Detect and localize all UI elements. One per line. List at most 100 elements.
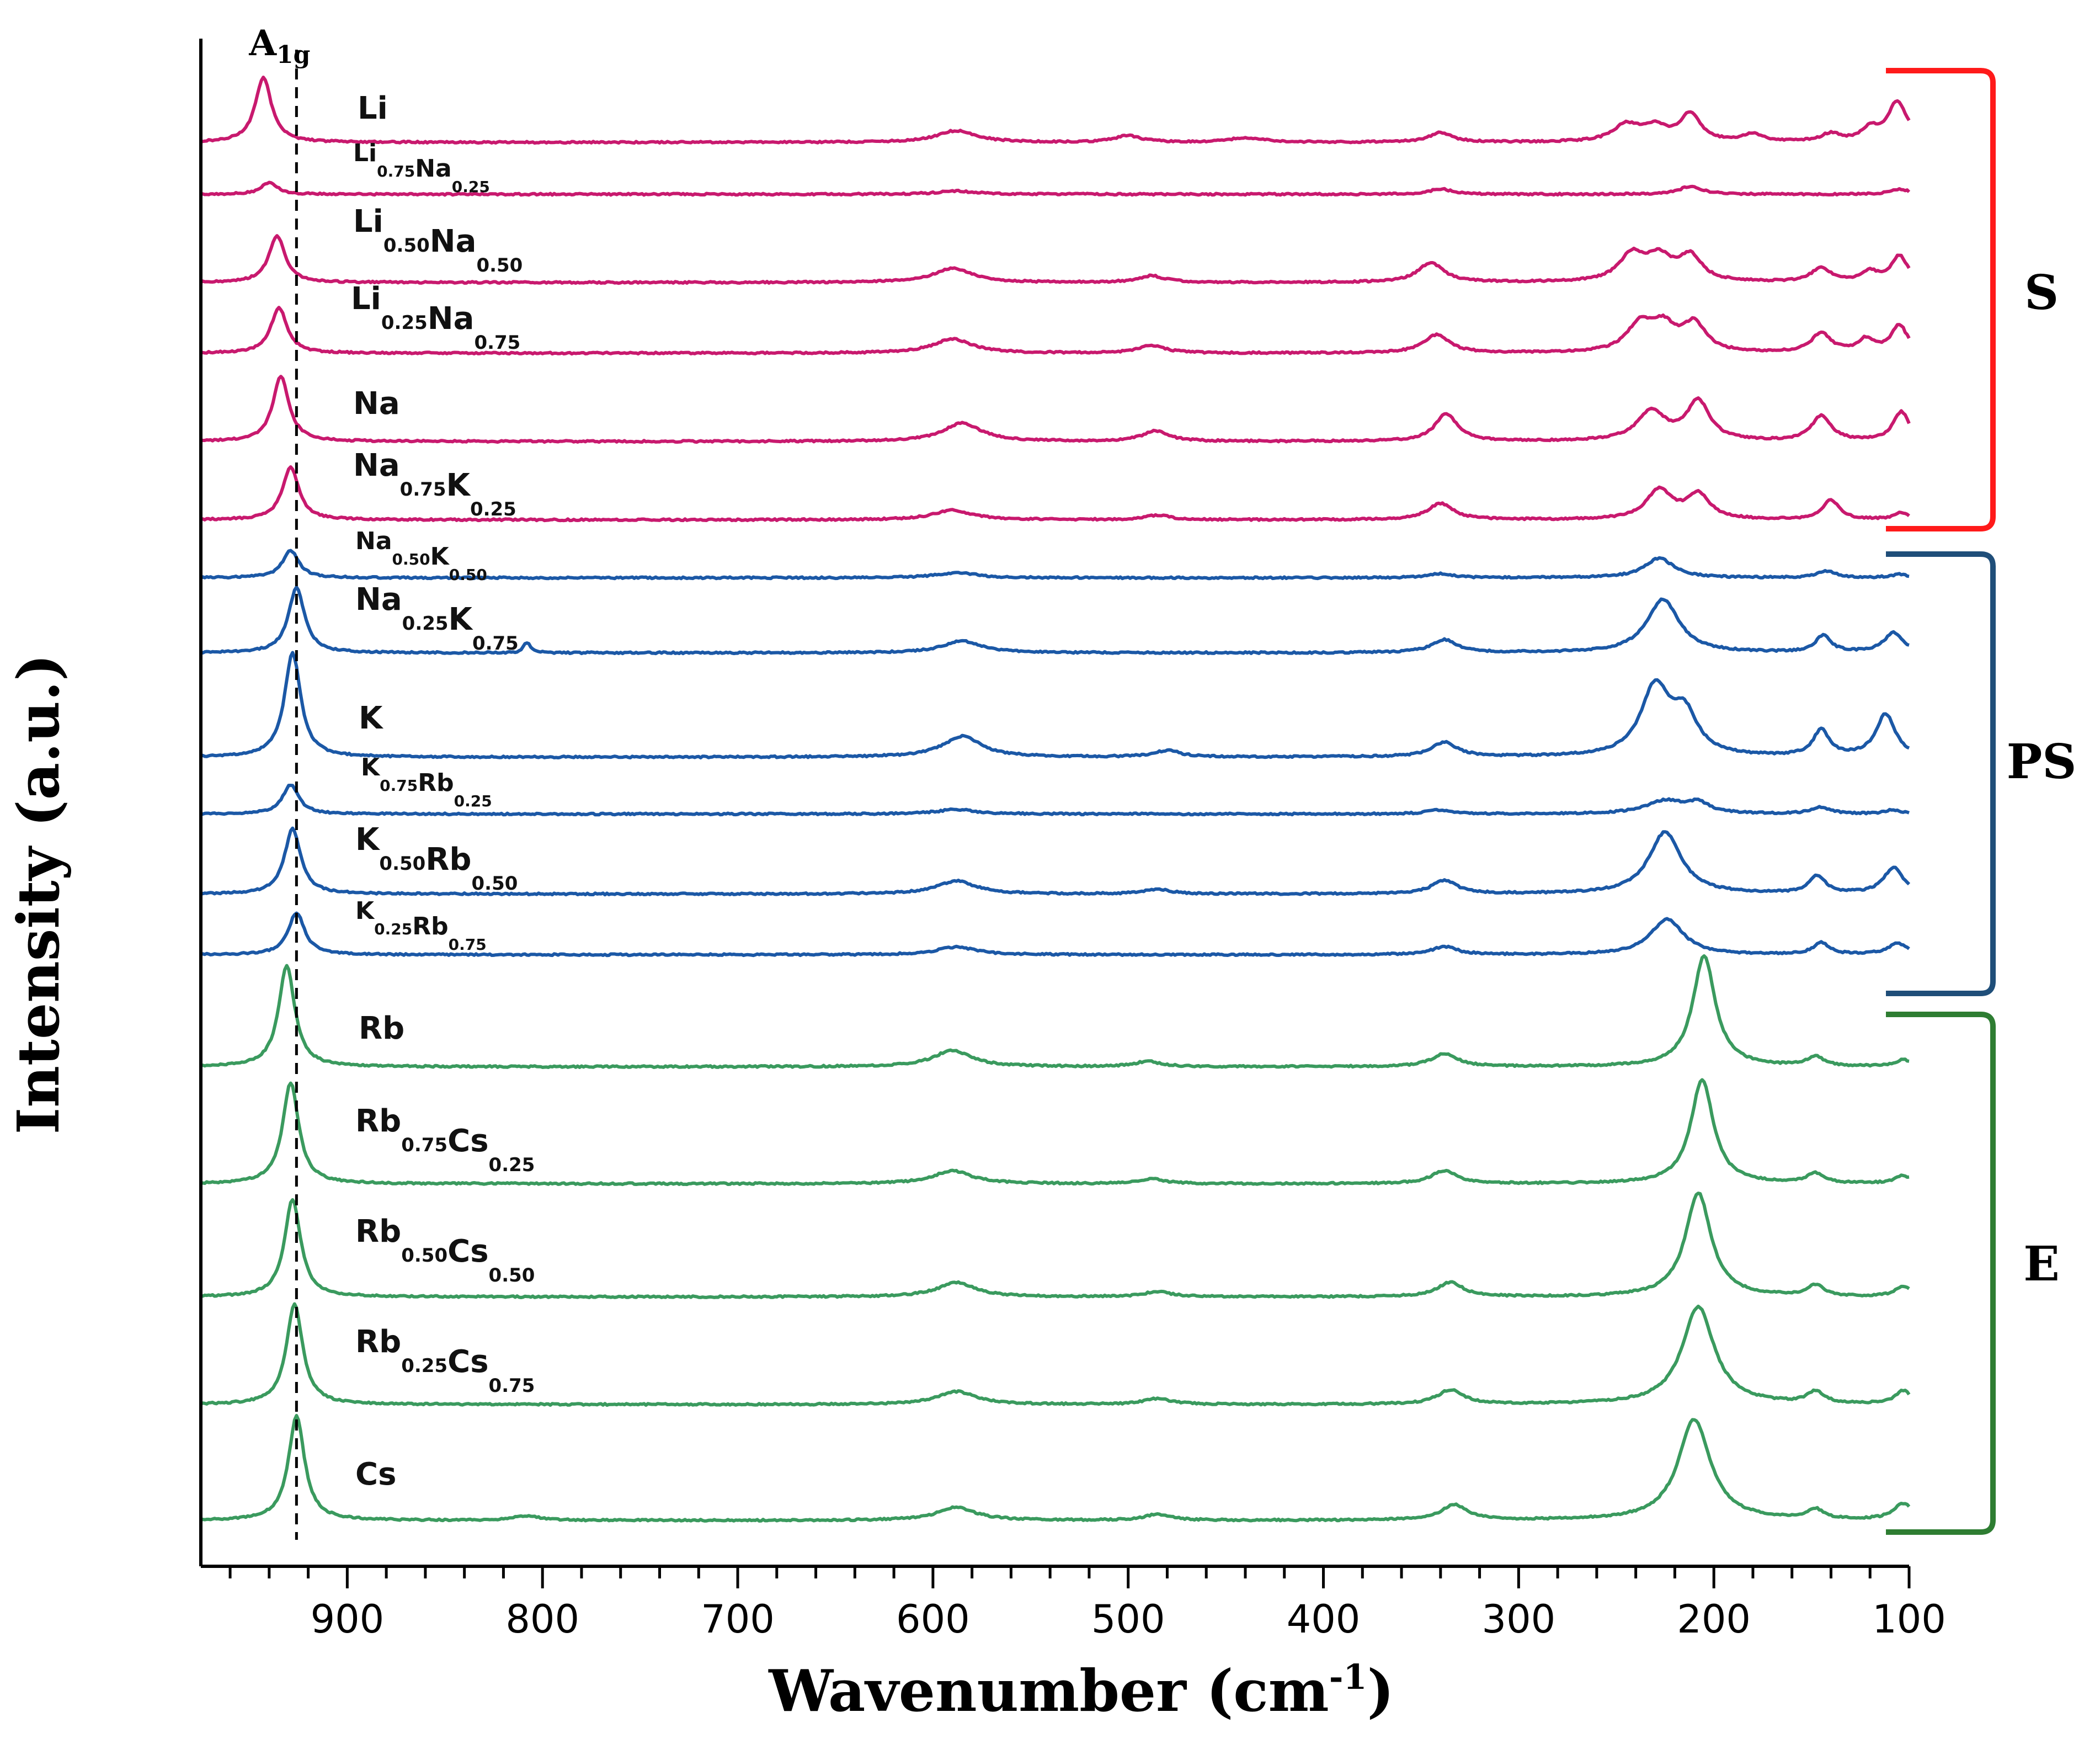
label-subscript: 0.25 (401, 1355, 447, 1377)
a1g-label-sub: 1g (276, 41, 310, 69)
series-label-Rb: Rb (359, 1011, 404, 1046)
label-subscript: 0.50 (392, 550, 430, 568)
label-subscript: 0.50 (472, 873, 518, 895)
label-element: Rb (425, 842, 471, 878)
x-tick-label: 400 (1287, 1597, 1361, 1642)
x-axis: 900 800 700 600 500 400 300 200 100 (199, 39, 1946, 1642)
label-subscript: 0.75 (472, 632, 519, 655)
label-subscript: 0.75 (489, 1375, 535, 1397)
x-tick-label: 300 (1482, 1597, 1556, 1642)
label-subscript: 0.25 (489, 1154, 535, 1176)
label-element: K (430, 543, 450, 571)
label-subscript: 0.50 (401, 1245, 447, 1267)
group-label-PS: PS (2007, 734, 2077, 790)
series-label-Rb0.75Cs0.25: Rb0.75Cs0.25 (355, 1103, 535, 1176)
label-subscript: 0.50 (379, 853, 425, 875)
label-subscript: 0.75 (449, 935, 487, 954)
series-label-Na0.25K0.75: Na0.25K0.75 (355, 582, 519, 655)
x-tick-label: 800 (505, 1597, 579, 1642)
spectrum-Rb0.25Cs0.75 (200, 1302, 1911, 1407)
series-label-Rb0.25Cs0.75: Rb0.25Cs0.75 (355, 1324, 535, 1397)
label-subscript: 0.75 (377, 162, 415, 180)
label-element: K (449, 602, 474, 637)
label-subscript: 0.50 (489, 1264, 535, 1286)
series-label-Li0.50Na0.50: Li0.50Na0.50 (353, 204, 523, 277)
label-element: Cs (355, 1456, 396, 1492)
label-subscript: 0.25 (381, 312, 428, 334)
label-element: Cs (447, 1123, 488, 1159)
bracket-PS (1886, 551, 1996, 996)
group-label-E: E (2023, 1236, 2060, 1292)
label-element: Cs (447, 1233, 488, 1269)
a1g-label-main: A (248, 23, 277, 64)
label-element: K (355, 897, 375, 925)
series-label-K0.50Rb0.50: K0.50Rb0.50 (355, 822, 518, 895)
spectrum-K0.50Rb0.50 (200, 826, 1911, 897)
series-label-Cs: Cs (355, 1456, 396, 1492)
x-axis-title: Wavenumber (cm-1) (768, 1657, 1394, 1725)
label-subscript: 0.75 (474, 332, 520, 354)
spectrum-Na0.50K0.50 (200, 549, 1910, 581)
label-element: Li (351, 281, 381, 317)
spectrum-Li (200, 76, 1911, 145)
label-element: Na (355, 582, 402, 618)
label-element: Cs (447, 1344, 488, 1380)
x-tick-label: 100 (1872, 1597, 1946, 1642)
spectrum-K (200, 651, 1910, 759)
label-element: K (355, 822, 381, 858)
label-subscript: 0.50 (383, 235, 430, 257)
label-element: Na (353, 386, 400, 422)
series-label-Li0.25Na0.75: Li0.25Na0.75 (351, 281, 520, 354)
series-label-K: K (359, 700, 384, 736)
series-label-Li: Li (358, 91, 388, 126)
label-subscript: 0.75 (400, 478, 446, 501)
y-axis-title: Intensity (a.u.) (4, 654, 72, 1135)
label-element: Rb (418, 769, 454, 797)
series-label-K0.25Rb0.75: K0.25Rb0.75 (355, 897, 487, 954)
series-label-Na: Na (353, 386, 400, 422)
label-subscript: 0.50 (449, 566, 487, 584)
spectrum-Li0.75Na0.25 (200, 180, 1911, 197)
label-subscript: 0.25 (402, 613, 449, 635)
spectrum-Li0.25Na0.75 (200, 306, 1911, 356)
series-label-Rb0.50Cs0.50: Rb0.50Cs0.50 (355, 1214, 535, 1286)
spectrum-Na0.75K0.25 (200, 465, 1910, 523)
label-element: K (361, 753, 381, 781)
x-tick-label: 200 (1677, 1597, 1751, 1642)
x-axis-title-sup: -1 (1329, 1657, 1367, 1697)
bracket-S (1886, 68, 1996, 531)
label-element: Na (428, 301, 475, 337)
series-label-Na0.75K0.25: Na0.75K0.25 (353, 448, 516, 520)
label-element: Li (353, 139, 377, 167)
label-element: Na (415, 155, 452, 183)
label-element: Rb (359, 1011, 404, 1046)
label-subscript: 0.25 (374, 920, 412, 938)
bracket-E (1886, 1012, 1996, 1535)
spectrum-Na0.25K0.75 (200, 585, 1910, 656)
spectrum-Rb0.50Cs0.50 (200, 1192, 1910, 1299)
label-subscript: 0.50 (476, 254, 523, 277)
spectrum-Na (200, 375, 1911, 444)
label-subscript: 0.25 (454, 792, 492, 810)
label-element: Rb (412, 912, 448, 940)
label-element: Li (353, 204, 383, 240)
a1g-label: A1g (248, 23, 310, 69)
x-axis-title-end: ) (1367, 1657, 1394, 1725)
x-axis-title-main: Wavenumber (cm (768, 1657, 1329, 1725)
spectrum-K0.25Rb0.75 (200, 911, 1910, 958)
label-element: Na (430, 224, 477, 259)
label-element: Na (353, 448, 400, 483)
spectrum-Rb0.75Cs0.25 (200, 1078, 1910, 1187)
label-element: Li (358, 91, 388, 126)
x-tick-label: 600 (896, 1597, 970, 1642)
label-element: Rb (355, 1103, 401, 1139)
label-layer: LiLi0.75Na0.25Li0.50Na0.50Li0.25Na0.75Na… (351, 91, 535, 1492)
series-layer (200, 76, 1911, 1523)
group-brackets: S PS E (1886, 68, 2077, 1535)
series-label-Na0.50K0.50: Na0.50K0.50 (355, 527, 487, 584)
spectrum-Rb (200, 954, 1910, 1069)
group-label-S: S (2024, 265, 2059, 321)
x-tick-label: 900 (311, 1597, 385, 1642)
label-subscript: 0.75 (401, 1134, 447, 1156)
